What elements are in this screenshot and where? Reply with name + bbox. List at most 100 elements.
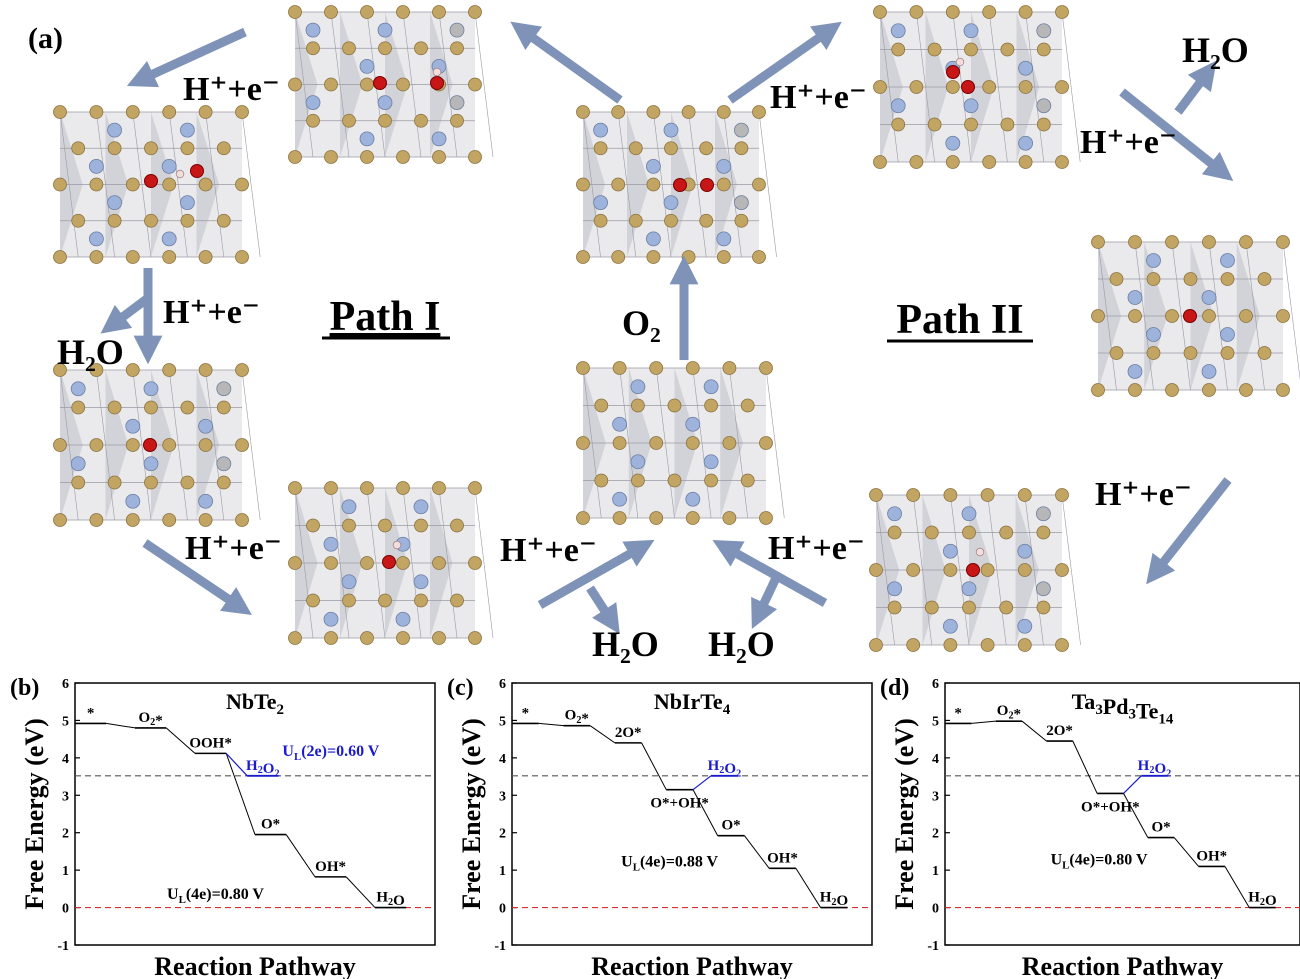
te-atom	[924, 525, 939, 540]
te-atom	[125, 177, 140, 192]
te-atom	[144, 475, 158, 490]
te-atom	[180, 475, 195, 490]
metal-atom	[663, 122, 679, 138]
metal-atom	[663, 195, 679, 211]
step-connector	[106, 722, 136, 729]
metal-atom	[1036, 581, 1051, 597]
te-atom	[89, 513, 104, 527]
te-atom	[162, 363, 177, 377]
te-atom	[432, 150, 446, 164]
te-atom	[1239, 309, 1253, 323]
te-atom	[891, 117, 906, 132]
te-atom	[450, 518, 464, 533]
te-atom	[1091, 383, 1105, 397]
te-atom	[906, 638, 921, 652]
metal-atom	[943, 543, 958, 559]
metal-atom	[887, 581, 902, 597]
te-atom	[216, 400, 231, 415]
te-atom	[342, 113, 356, 128]
y-tick-label: 4	[62, 752, 69, 767]
y-tick-label: 1	[62, 864, 69, 879]
chart-title: Ta3Pd3Te14	[1072, 689, 1174, 728]
te-atom	[612, 511, 627, 525]
y-tick-label: 3	[499, 789, 506, 804]
metal-atom	[341, 574, 357, 590]
te-atom	[71, 141, 86, 156]
metal-atom	[1036, 23, 1052, 39]
te-atom	[685, 511, 700, 525]
te-atom	[982, 155, 997, 169]
te-atom	[1000, 117, 1015, 132]
metal-atom	[593, 195, 608, 211]
slab-top-left	[288, 5, 494, 164]
metal-atom	[359, 131, 375, 147]
te-atom	[162, 105, 177, 119]
oxygen-atom	[382, 555, 396, 569]
metal-atom	[143, 381, 159, 397]
te-atom	[869, 488, 883, 502]
metal-atom	[413, 499, 429, 515]
te-atom	[685, 436, 700, 450]
te-atom	[1109, 346, 1124, 360]
metal-atom	[961, 506, 977, 522]
te-atom	[288, 481, 302, 495]
slab-center-bottom	[576, 361, 785, 525]
slab-group	[53, 5, 1300, 652]
step-connector	[1173, 837, 1199, 867]
metal-atom	[630, 454, 646, 470]
te-atom	[396, 556, 410, 570]
te-atom	[1036, 600, 1051, 615]
te-atom	[378, 113, 392, 128]
te-atom	[144, 213, 158, 228]
he-label-8: H⁺+e⁻	[1095, 476, 1192, 513]
metal-atom	[1201, 364, 1217, 379]
step-label: H2O	[1248, 890, 1276, 909]
te-atom	[162, 250, 177, 264]
panel-a-label: (a)	[28, 22, 63, 55]
te-atom	[324, 631, 338, 645]
step-label: *	[522, 705, 530, 721]
o2-label: O₂	[622, 303, 661, 343]
te-atom	[342, 593, 356, 608]
panel-label: (b)	[10, 675, 39, 701]
metal-atom	[449, 95, 465, 111]
step-label: O*+OH*	[650, 796, 709, 812]
te-atom	[722, 361, 737, 375]
te-atom	[235, 363, 249, 377]
te-atom	[927, 117, 942, 132]
te-atom	[162, 438, 177, 452]
step-label: OH*	[1196, 848, 1227, 864]
te-atom	[943, 563, 958, 577]
metal-atom	[1220, 327, 1235, 342]
te-atom	[198, 177, 213, 192]
chart-b: -1 0 1 2 3 4 5 6 (b) Free Energy (eV) Reaction Pat…	[10, 675, 436, 979]
metal-atom	[107, 195, 122, 211]
oxygen-atom	[1183, 309, 1197, 323]
te-atom	[667, 398, 682, 413]
metal-atom	[685, 491, 701, 507]
te-atom	[681, 105, 696, 119]
te-atom	[468, 631, 482, 645]
te-atom	[740, 473, 755, 488]
path-1-title: Path I	[330, 294, 441, 340]
te-atom	[704, 473, 718, 488]
arrow-to-center	[537, 539, 655, 609]
te-atom	[1109, 272, 1124, 286]
te-atom	[306, 113, 320, 128]
te-atom	[906, 563, 921, 577]
te-atom	[873, 80, 887, 94]
metal-atom	[70, 456, 86, 472]
step-connector	[1021, 720, 1047, 742]
te-atom	[964, 117, 978, 132]
y-axis-label: Free Energy (eV)	[457, 718, 486, 910]
arrow-topright-down	[1119, 88, 1234, 181]
metal-atom	[216, 456, 232, 472]
te-atom	[89, 177, 104, 192]
te-atom	[943, 638, 958, 652]
oxygen-atom	[373, 76, 387, 90]
te-atom	[1091, 309, 1105, 323]
te-atom	[125, 438, 140, 452]
te-atom	[396, 77, 410, 92]
te-atom	[734, 141, 749, 156]
x-axis-label: Reaction Pathway	[154, 952, 355, 979]
